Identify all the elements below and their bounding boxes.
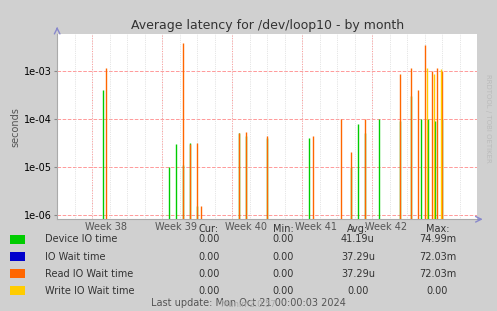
Text: Last update: Mon Oct 21 00:00:03 2024: Last update: Mon Oct 21 00:00:03 2024 xyxy=(151,298,346,308)
Title: Average latency for /dev/loop10 - by month: Average latency for /dev/loop10 - by mon… xyxy=(131,19,404,32)
Text: 72.03m: 72.03m xyxy=(419,269,456,279)
Text: Device IO time: Device IO time xyxy=(45,234,117,244)
Text: 0.00: 0.00 xyxy=(198,269,220,279)
Text: RRDTOOL / TOBI OETIKER: RRDTOOL / TOBI OETIKER xyxy=(485,74,491,163)
Text: IO Wait time: IO Wait time xyxy=(45,252,105,262)
Text: 0.00: 0.00 xyxy=(272,286,294,296)
Text: 37.29u: 37.29u xyxy=(341,252,375,262)
Text: Max:: Max: xyxy=(425,224,449,234)
Text: Cur:: Cur: xyxy=(199,224,219,234)
Text: Avg:: Avg: xyxy=(347,224,368,234)
Text: 0.00: 0.00 xyxy=(272,252,294,262)
Text: 41.19u: 41.19u xyxy=(341,234,375,244)
Text: 0.00: 0.00 xyxy=(198,286,220,296)
Text: 0.00: 0.00 xyxy=(426,286,448,296)
Text: 0.00: 0.00 xyxy=(198,252,220,262)
Text: 74.99m: 74.99m xyxy=(419,234,456,244)
Text: Read IO Wait time: Read IO Wait time xyxy=(45,269,133,279)
Text: Write IO Wait time: Write IO Wait time xyxy=(45,286,134,296)
Text: 0.00: 0.00 xyxy=(198,234,220,244)
Text: Munin 2.0.57: Munin 2.0.57 xyxy=(221,300,276,309)
Text: 0.00: 0.00 xyxy=(347,286,369,296)
Text: 0.00: 0.00 xyxy=(272,234,294,244)
Text: 0.00: 0.00 xyxy=(272,269,294,279)
Text: Min:: Min: xyxy=(273,224,294,234)
Y-axis label: seconds: seconds xyxy=(11,107,21,147)
Text: 37.29u: 37.29u xyxy=(341,269,375,279)
Text: 72.03m: 72.03m xyxy=(419,252,456,262)
